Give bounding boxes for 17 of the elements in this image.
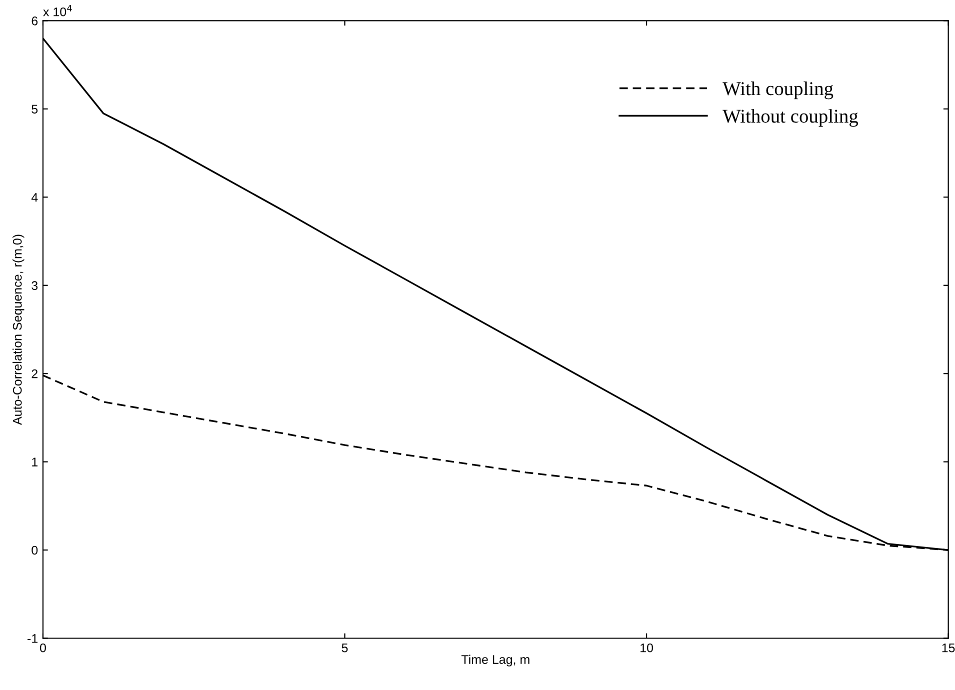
y-tick-label: -1 bbox=[28, 634, 38, 643]
legend-label: With coupling bbox=[722, 82, 834, 100]
x-tick-label: 10 bbox=[640, 643, 653, 652]
legend-label: Without coupling bbox=[722, 109, 858, 127]
y-tick-label: 5 bbox=[32, 104, 38, 114]
x-axis-title: Time Lag, m bbox=[461, 654, 530, 666]
y-tick-label: 6 bbox=[32, 16, 38, 26]
y-axis-title: Auto-Correlation Sequence, r(m,0) bbox=[12, 234, 24, 425]
x-tick-label: 0 bbox=[40, 643, 46, 652]
y-tick-label: 3 bbox=[32, 281, 38, 290]
x-tick-label: 5 bbox=[342, 644, 348, 652]
y-tick-label: 2 bbox=[32, 369, 38, 378]
y-tick-label: 4 bbox=[31, 193, 38, 202]
text: x 10$^{4}$ bbox=[43, 5, 72, 16]
x-tick-label: 15 bbox=[942, 644, 955, 652]
y-tick-label: 1 bbox=[32, 458, 38, 466]
y-tick-label: 0 bbox=[32, 546, 38, 555]
